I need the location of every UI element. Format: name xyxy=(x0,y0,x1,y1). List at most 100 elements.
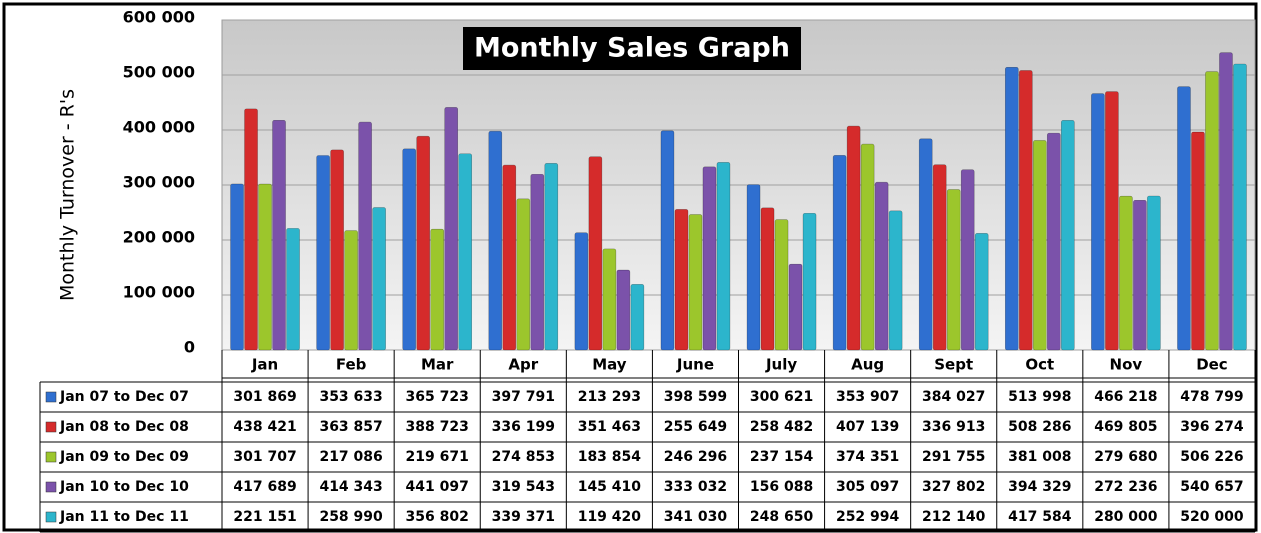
bar xyxy=(272,119,286,351)
bar xyxy=(458,153,473,351)
bar xyxy=(874,181,889,351)
table-cell: 145 410 xyxy=(578,479,642,495)
bar xyxy=(1219,52,1233,351)
y-tick-label: 500 000 xyxy=(123,63,195,82)
table-cell: 212 140 xyxy=(922,509,986,525)
table-cell: 183 854 xyxy=(578,449,642,465)
table-cell: 252 994 xyxy=(836,509,900,525)
table-cell: 327 802 xyxy=(922,479,985,495)
y-tick-label: 400 000 xyxy=(123,118,195,137)
x-tick-label: Mar xyxy=(421,356,454,374)
bar xyxy=(488,130,503,351)
bar xyxy=(660,130,675,351)
bar xyxy=(430,228,445,351)
table-cell: 217 086 xyxy=(319,449,382,465)
table-cell: 417 689 xyxy=(233,479,296,495)
bar xyxy=(674,209,689,351)
bar xyxy=(760,207,775,351)
bar xyxy=(502,164,517,351)
bar xyxy=(230,183,244,351)
y-tick-label: 100 000 xyxy=(123,283,195,302)
bar xyxy=(832,155,847,351)
table-cell: 407 139 xyxy=(836,419,899,435)
bar xyxy=(974,233,989,351)
table-cell: 353 907 xyxy=(836,389,899,405)
table-cell: 396 274 xyxy=(1180,419,1244,435)
table-cell: 248 650 xyxy=(750,509,814,525)
legend-key xyxy=(45,481,57,493)
bar xyxy=(574,232,589,351)
table-cell: 305 097 xyxy=(836,479,899,495)
table-cell: 478 799 xyxy=(1180,389,1243,405)
table-cell: 339 371 xyxy=(492,509,555,525)
table-cell: 466 218 xyxy=(1094,389,1157,405)
bar xyxy=(1032,140,1047,351)
x-tick-label: Aug xyxy=(851,356,884,374)
bar xyxy=(588,156,603,351)
table-cell: 255 649 xyxy=(664,419,727,435)
bar xyxy=(1191,131,1205,351)
table-cell: 397 791 xyxy=(492,389,555,405)
x-tick-label: Sept xyxy=(934,356,973,374)
legend-label: Jan 11 to Dec 11 xyxy=(59,509,189,525)
bar xyxy=(1205,71,1219,351)
table-cell: 520 000 xyxy=(1180,509,1244,525)
bar xyxy=(1091,93,1105,351)
table-cell: 301 869 xyxy=(233,389,296,405)
table-cell: 258 482 xyxy=(750,419,813,435)
x-tick-label: Dec xyxy=(1196,356,1228,374)
legend-label: Jan 07 to Dec 07 xyxy=(59,389,189,405)
bar xyxy=(918,138,933,351)
bar xyxy=(286,228,300,351)
table-cell: 513 998 xyxy=(1008,389,1071,405)
y-tick-label: 200 000 xyxy=(123,228,195,247)
table-cell: 398 599 xyxy=(664,389,727,405)
x-tick-label: Nov xyxy=(1110,356,1143,374)
x-tick-label: Oct xyxy=(1025,356,1054,374)
table-cell: 221 151 xyxy=(233,509,296,525)
table-cell: 351 463 xyxy=(578,419,641,435)
bar xyxy=(1018,70,1033,351)
bar xyxy=(1105,91,1119,351)
table-cell: 438 421 xyxy=(233,419,296,435)
bar xyxy=(630,284,645,351)
title-box xyxy=(463,27,801,70)
bar xyxy=(416,135,431,351)
table-cell: 469 805 xyxy=(1094,419,1157,435)
table-cell: 414 343 xyxy=(319,479,382,495)
x-tick-label: July xyxy=(765,356,797,374)
legend-label: Jan 10 to Dec 10 xyxy=(59,479,189,495)
y-axis-label: Monthly Turnover - R's xyxy=(57,89,79,301)
legend-key xyxy=(45,451,57,463)
table-cell: 237 154 xyxy=(750,449,814,465)
x-tick-label: Jan xyxy=(251,356,278,374)
y-tick-label: 300 000 xyxy=(123,173,195,192)
legend-label: Jan 08 to Dec 08 xyxy=(59,419,189,435)
table-cell: 508 286 xyxy=(1008,419,1071,435)
bar xyxy=(688,214,703,351)
table-cell: 417 584 xyxy=(1008,509,1072,525)
legend-label: Jan 09 to Dec 09 xyxy=(59,449,189,465)
bar xyxy=(316,155,330,351)
table-cell: 506 226 xyxy=(1180,449,1243,465)
table-cell: 274 853 xyxy=(492,449,555,465)
bar xyxy=(716,162,731,351)
table-cell: 381 008 xyxy=(1008,449,1071,465)
table-cell: 291 755 xyxy=(922,449,985,465)
table-cell: 272 236 xyxy=(1094,479,1157,495)
bar xyxy=(788,263,803,351)
bar xyxy=(960,169,975,351)
bar xyxy=(372,207,386,351)
bar xyxy=(802,212,817,351)
bar xyxy=(444,107,459,351)
table-cell: 336 199 xyxy=(492,419,555,435)
bar xyxy=(602,248,617,351)
legend-key xyxy=(45,391,57,403)
bar xyxy=(544,163,559,351)
bar xyxy=(1133,199,1147,351)
y-tick-label: 600 000 xyxy=(123,8,195,27)
table-cell: 384 027 xyxy=(922,389,985,405)
table-cell: 258 990 xyxy=(319,509,383,525)
table-cell: 388 723 xyxy=(406,419,469,435)
